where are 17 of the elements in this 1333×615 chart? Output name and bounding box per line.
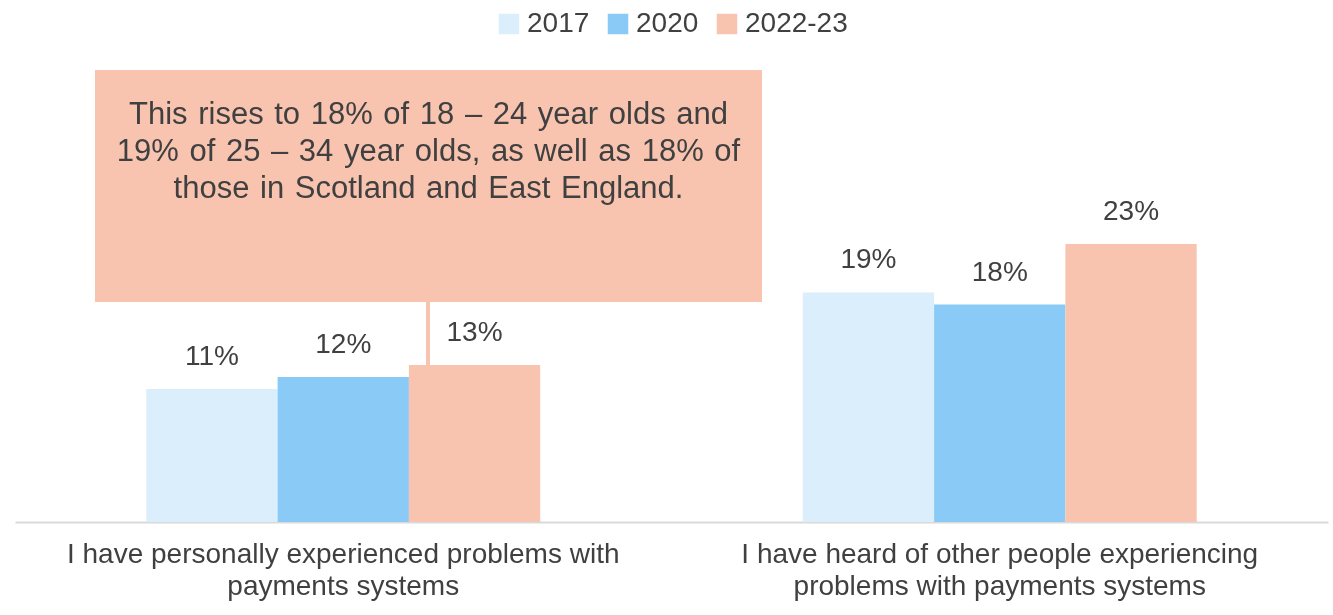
bar bbox=[1065, 244, 1197, 522]
bar bbox=[802, 292, 935, 522]
callout-box: This rises to 18% of 18 – 24 year olds and 19% of 25 – 34 year olds, as well as 18% of those in Scotland and East England. bbox=[95, 70, 762, 302]
legend-label: 2022-23 bbox=[745, 7, 848, 38]
legend-label: 2017 bbox=[527, 7, 590, 38]
bar bbox=[277, 377, 409, 522]
legend-label: 2020 bbox=[636, 7, 699, 38]
data-label: 19% bbox=[840, 243, 897, 275]
data-label: 13% bbox=[446, 315, 503, 347]
bar bbox=[934, 304, 1066, 522]
data-label: 23% bbox=[1103, 195, 1160, 227]
data-label: 12% bbox=[315, 328, 372, 359]
x-tick-label: I have heard of other people experiencing problems with payments systems bbox=[741, 537, 1259, 601]
x-tick-label: I have personally experienced problems with payments systems bbox=[66, 537, 620, 601]
data-label: 11% bbox=[184, 340, 239, 372]
data-label: 18% bbox=[971, 255, 1028, 287]
bar bbox=[146, 389, 278, 522]
